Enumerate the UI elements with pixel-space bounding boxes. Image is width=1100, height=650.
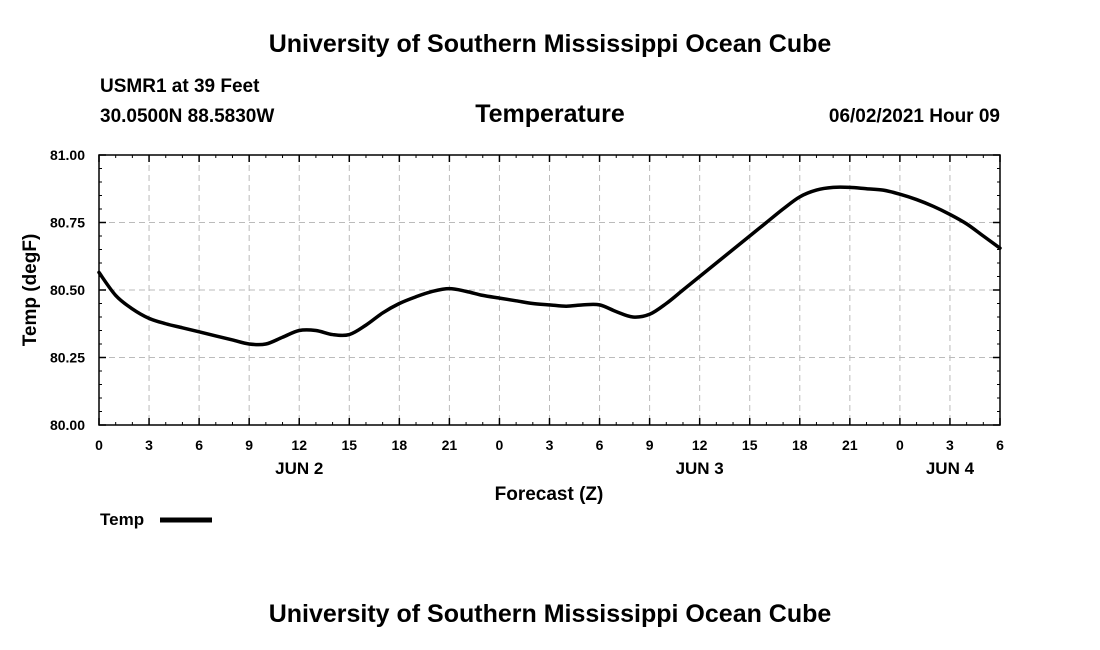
day-labels: JUN 2 JUN 3 JUN 4 (275, 459, 974, 478)
chart-title: Temperature (475, 100, 625, 128)
x-tick-label: 3 (946, 437, 954, 453)
day-label: JUN 2 (275, 459, 323, 478)
top-title: University of Southern Mississippi Ocean… (268, 30, 832, 58)
x-tick-label: 0 (896, 437, 904, 453)
x-tick-label: 18 (392, 437, 408, 453)
y-tick-label: 81.00 (50, 147, 85, 163)
x-tick-label: 0 (95, 437, 103, 453)
plot-frame (98, 154, 1001, 426)
x-tick-label: 0 (496, 437, 504, 453)
x-axis-label: Forecast (Z) (495, 484, 604, 505)
legend-label: Temp (100, 510, 144, 529)
x-tick-labels: 0 3 6 9 12 15 18 21 0 3 6 9 12 15 18 21 0 3 6 (95, 437, 1004, 453)
grid-lines (99, 155, 1000, 425)
x-tick-label: 12 (291, 437, 307, 453)
y-tick-label: 80.50 (50, 282, 85, 298)
day-label: JUN 3 (676, 459, 724, 478)
x-tick-label: 21 (842, 437, 858, 453)
y-tick-label: 80.25 (50, 350, 85, 366)
y-tick-label: 80.00 (50, 417, 85, 433)
x-tick-label: 18 (792, 437, 808, 453)
x-tick-label: 9 (245, 437, 253, 453)
x-tick-label: 6 (195, 437, 203, 453)
forecast-datetime: 06/02/2021 Hour 09 (828, 106, 1000, 127)
coordinates-label: 30.0500N 88.5830W (100, 106, 275, 127)
x-tick-label: 15 (341, 437, 357, 453)
x-tick-label: 3 (546, 437, 554, 453)
x-tick-label: 15 (742, 437, 758, 453)
x-tick-label: 21 (442, 437, 458, 453)
y-tick-labels: 80.00 80.25 80.50 80.75 81.00 (50, 147, 85, 433)
x-tick-label: 6 (596, 437, 604, 453)
x-tick-label: 12 (692, 437, 708, 453)
legend: Temp (100, 510, 212, 529)
temp-series-line (97, 185, 1002, 347)
x-tick-label: 6 (996, 437, 1004, 453)
station-label: USMR1 at 39 Feet (100, 76, 260, 97)
y-axis-label: Temp (degF) (20, 234, 41, 347)
y-tick-label: 80.75 (50, 215, 85, 231)
day-label: JUN 4 (926, 459, 975, 478)
bottom-title: University of Southern Mississippi Ocean… (268, 600, 832, 628)
x-tick-label: 9 (646, 437, 654, 453)
x-tick-label: 3 (145, 437, 153, 453)
